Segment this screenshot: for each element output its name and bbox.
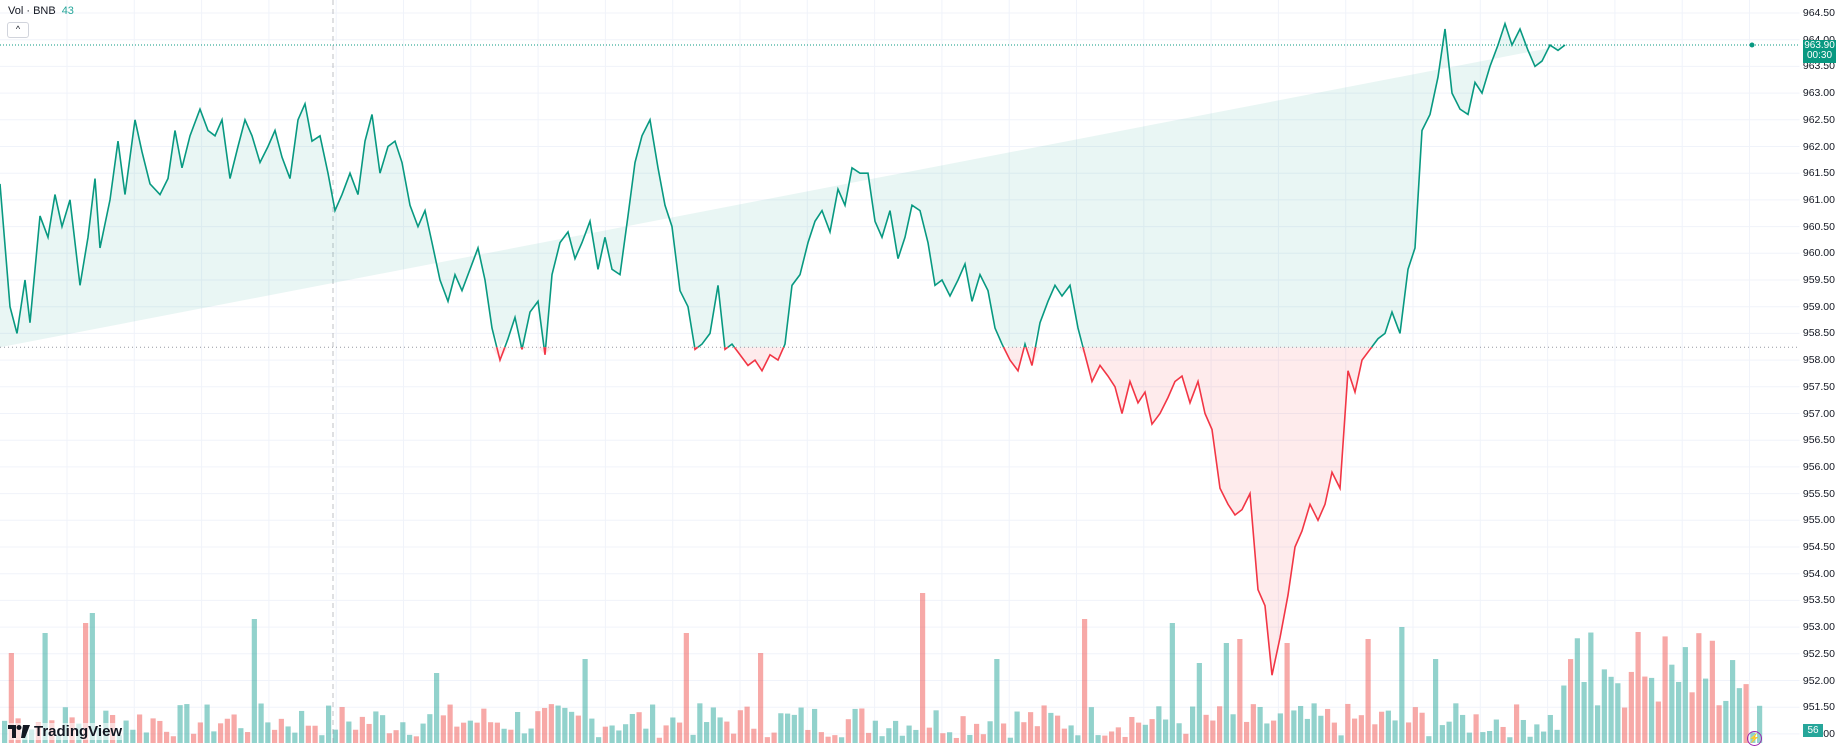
grid-lines <box>0 0 1800 743</box>
price-axis-label: 955.50 <box>1802 487 1835 500</box>
volume-legend: Vol · BNB 43 <box>8 5 74 17</box>
volume-bars <box>2 593 1763 743</box>
price-axis-label: 960.00 <box>1802 247 1835 260</box>
last-price-value: 963.90 <box>1804 40 1835 51</box>
price-axis-label: 952.00 <box>1802 674 1835 687</box>
price-axis-label: 954.00 <box>1802 567 1835 580</box>
price-axis-label: 953.50 <box>1802 594 1835 607</box>
price-axis-label: 956.50 <box>1802 434 1835 447</box>
collapse-legend-button[interactable]: ^ <box>7 22 29 38</box>
price-axis-label: 963.50 <box>1802 60 1835 73</box>
price-axis-label: 953.00 <box>1802 621 1835 634</box>
price-axis-label: 962.00 <box>1802 140 1835 153</box>
last-price-tag: 963.90 00:30 <box>1803 40 1836 63</box>
tradingview-logo-icon <box>8 725 30 738</box>
lightning-icon[interactable]: ⚡ <box>1747 731 1762 746</box>
legend-label: Vol · BNB <box>8 5 56 17</box>
area-fill-below <box>0 347 1565 676</box>
price-axis-label: 961.00 <box>1802 193 1835 206</box>
price-axis-label: 962.50 <box>1802 113 1835 126</box>
price-axis-label: 959.50 <box>1802 274 1835 286</box>
price-line-below <box>496 346 1373 676</box>
price-axis-label: 958.00 <box>1802 354 1835 367</box>
price-axis-label: 957.50 <box>1802 380 1835 393</box>
volume-value-tag: 56 <box>1803 724 1823 737</box>
price-line-above <box>0 21 1566 348</box>
bar-countdown: 00:30 <box>1806 50 1833 61</box>
price-axis-label: 957.00 <box>1802 407 1835 420</box>
last-price-dot <box>1749 42 1755 48</box>
price-axis-label: 963.00 <box>1802 87 1835 100</box>
price-axis-label: 952.50 <box>1802 647 1835 660</box>
price-axis-label: 955.00 <box>1802 514 1835 527</box>
price-axis-label: 954.50 <box>1802 541 1835 553</box>
price-axis-label: 956.00 <box>1802 460 1835 473</box>
legend-value: 43 <box>61 5 74 17</box>
tradingview-wordmark: TradingView <box>34 723 123 740</box>
tradingview-logo[interactable]: TradingView <box>8 723 123 740</box>
price-axis-label: 964.50 <box>1802 7 1835 19</box>
price-axis-label: 959.00 <box>1802 300 1835 313</box>
area-fill-above <box>0 23 1565 348</box>
price-axis-label: 961.50 <box>1802 167 1835 180</box>
price-axis-label: 951.50 <box>1802 701 1835 714</box>
price-axis-label: 960.50 <box>1802 220 1835 233</box>
price-axis-label: 958.50 <box>1802 327 1835 340</box>
